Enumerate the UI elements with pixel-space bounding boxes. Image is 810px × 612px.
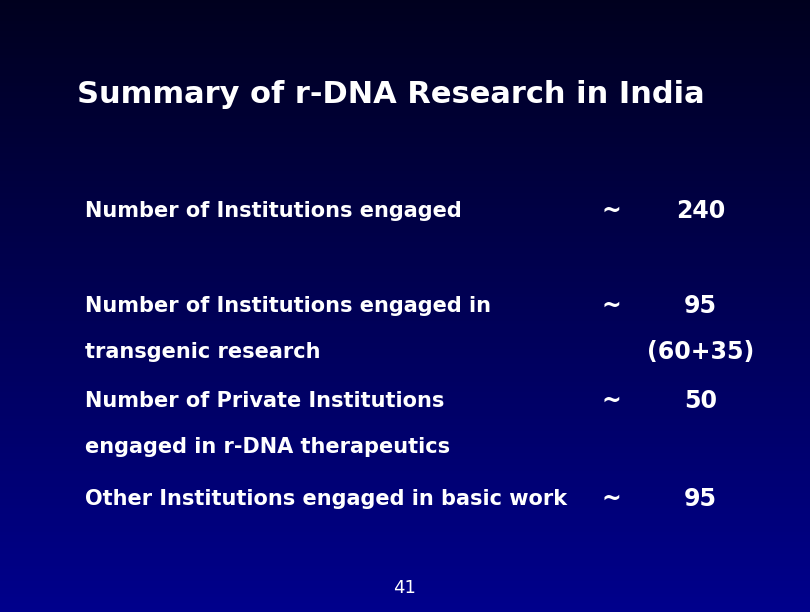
- Text: Number of Private Institutions: Number of Private Institutions: [85, 391, 445, 411]
- Text: engaged in r-DNA therapeutics: engaged in r-DNA therapeutics: [85, 437, 450, 457]
- Text: 240: 240: [676, 199, 725, 223]
- Text: 95: 95: [684, 487, 717, 511]
- Text: 95: 95: [684, 294, 717, 318]
- Text: (60+35): (60+35): [647, 340, 754, 364]
- Text: Number of Institutions engaged: Number of Institutions engaged: [85, 201, 462, 221]
- Text: Number of Institutions engaged in: Number of Institutions engaged in: [85, 296, 491, 316]
- Text: 41: 41: [394, 578, 416, 597]
- Text: ~: ~: [602, 487, 621, 511]
- Text: ~: ~: [602, 389, 621, 413]
- Text: ~: ~: [602, 199, 621, 223]
- Text: Summary of r-DNA Research in India: Summary of r-DNA Research in India: [77, 80, 705, 110]
- Text: ~: ~: [602, 294, 621, 318]
- Text: transgenic research: transgenic research: [85, 342, 321, 362]
- Text: 50: 50: [684, 389, 717, 413]
- Text: Other Institutions engaged in basic work: Other Institutions engaged in basic work: [85, 489, 567, 509]
